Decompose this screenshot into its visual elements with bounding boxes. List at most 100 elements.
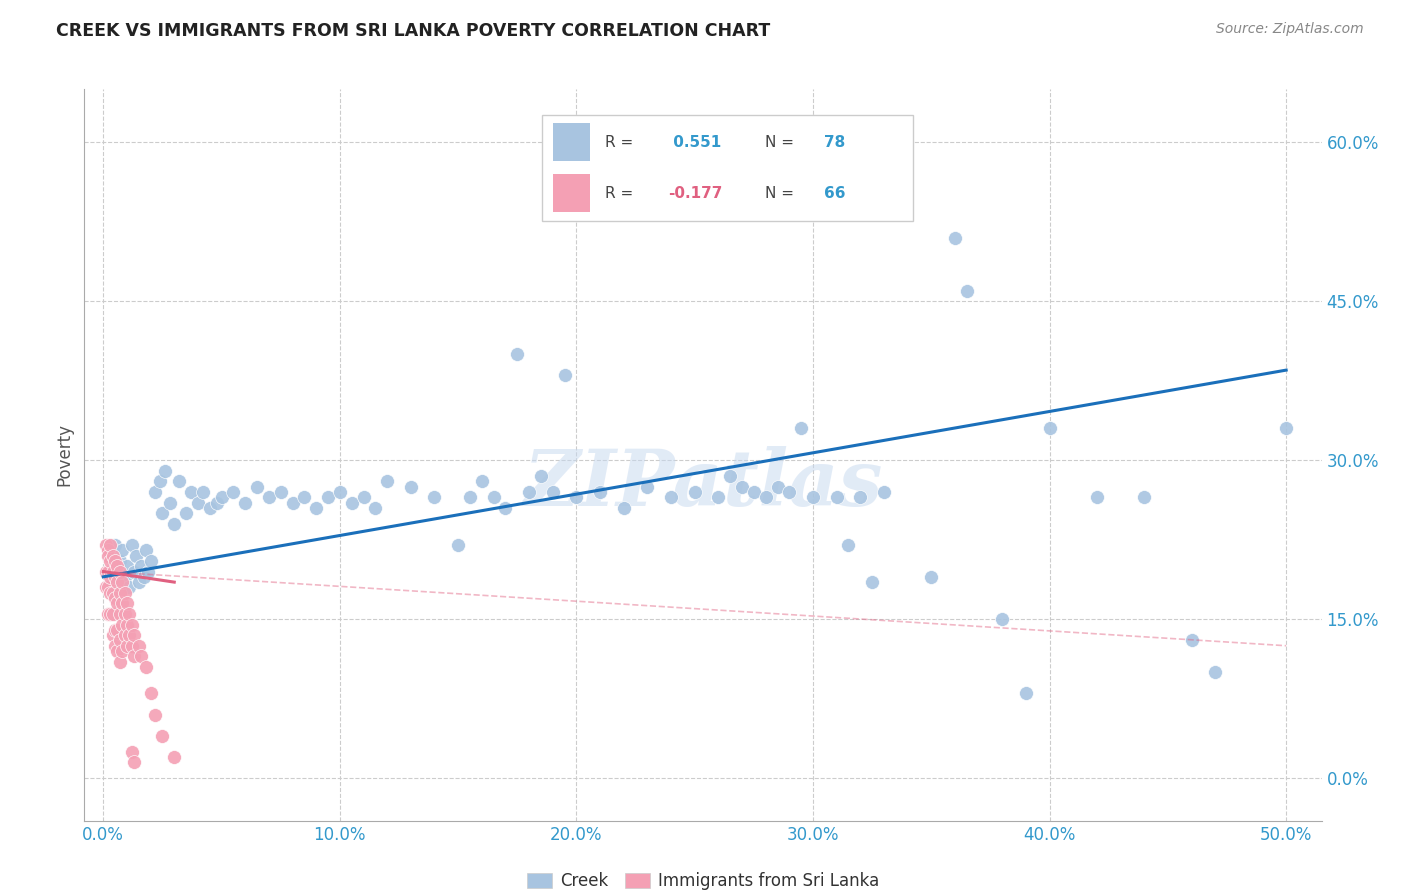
Point: [174, 506, 197, 520]
Point: [292, 491, 315, 505]
Point: [257, 491, 280, 505]
Point: [471, 475, 494, 489]
Point: [541, 485, 564, 500]
Text: Source: ZipAtlas.com: Source: ZipAtlas.com: [1216, 22, 1364, 37]
Point: [1039, 421, 1062, 435]
Point: [97, 607, 120, 621]
Point: [167, 475, 190, 489]
Point: [111, 596, 134, 610]
Point: [100, 554, 122, 568]
Point: [108, 607, 131, 621]
Point: [1015, 686, 1038, 700]
Point: [100, 570, 122, 584]
Point: [118, 607, 141, 621]
Point: [718, 469, 741, 483]
Point: [956, 284, 979, 298]
Point: [101, 549, 124, 563]
Point: [107, 596, 129, 610]
Point: [316, 491, 339, 505]
Text: CREEK VS IMMIGRANTS FROM SRI LANKA POVERTY CORRELATION CHART: CREEK VS IMMIGRANTS FROM SRI LANKA POVER…: [56, 22, 770, 40]
Point: [825, 491, 848, 505]
Point: [270, 485, 292, 500]
Point: [187, 495, 209, 509]
Point: [104, 639, 127, 653]
Point: [1204, 665, 1226, 680]
Point: [108, 565, 131, 579]
Point: [233, 495, 256, 509]
Point: [132, 570, 155, 584]
Point: [114, 607, 136, 621]
Point: [122, 649, 145, 664]
Point: [205, 495, 228, 509]
Point: [115, 639, 138, 653]
Point: [104, 554, 127, 568]
Point: [159, 495, 181, 509]
Point: [100, 538, 122, 552]
Point: [121, 538, 143, 552]
Point: [837, 538, 859, 552]
Point: [136, 565, 159, 579]
Point: [991, 612, 1014, 626]
Point: [107, 644, 129, 658]
Point: [1180, 633, 1202, 648]
Point: [180, 485, 202, 500]
Point: [128, 575, 150, 590]
Point: [305, 500, 328, 515]
Point: [108, 585, 131, 599]
Point: [246, 480, 269, 494]
Point: [920, 570, 942, 584]
Point: [104, 570, 127, 584]
Point: [135, 660, 157, 674]
Point: [94, 565, 117, 579]
Point: [613, 500, 636, 515]
Point: [364, 500, 387, 515]
Point: [114, 628, 136, 642]
Point: [114, 570, 136, 584]
Point: [143, 707, 166, 722]
Point: [375, 475, 398, 489]
Point: [111, 543, 134, 558]
Point: [100, 549, 122, 563]
Point: [143, 485, 166, 500]
Point: [731, 480, 754, 494]
Point: [97, 565, 120, 579]
Point: [778, 485, 800, 500]
Point: [115, 596, 138, 610]
Point: [329, 485, 352, 500]
Point: [94, 581, 117, 595]
Point: [482, 491, 505, 505]
Point: [506, 347, 529, 361]
Point: [107, 575, 129, 590]
Point: [125, 549, 148, 563]
Point: [107, 565, 129, 579]
Legend: Creek, Immigrants from Sri Lanka: Creek, Immigrants from Sri Lanka: [520, 865, 886, 892]
Point: [121, 617, 143, 632]
Point: [114, 585, 136, 599]
Point: [152, 729, 174, 743]
Point: [107, 559, 129, 574]
Point: [458, 491, 481, 505]
Point: [97, 543, 120, 558]
Point: [353, 491, 375, 505]
Point: [111, 644, 134, 658]
Point: [139, 686, 162, 700]
Point: [790, 421, 813, 435]
Point: [104, 623, 127, 637]
Point: [101, 607, 124, 621]
Point: [755, 491, 778, 505]
Point: [1085, 491, 1108, 505]
Point: [97, 549, 120, 563]
Point: [122, 628, 145, 642]
Point: [517, 485, 540, 500]
Point: [423, 491, 446, 505]
Point: [707, 491, 730, 505]
Point: [115, 617, 138, 632]
Point: [108, 554, 131, 568]
Point: [659, 491, 682, 505]
Point: [149, 475, 172, 489]
Point: [683, 485, 706, 500]
Point: [107, 623, 129, 637]
Point: [849, 491, 872, 505]
Point: [129, 649, 152, 664]
Point: [766, 480, 789, 494]
